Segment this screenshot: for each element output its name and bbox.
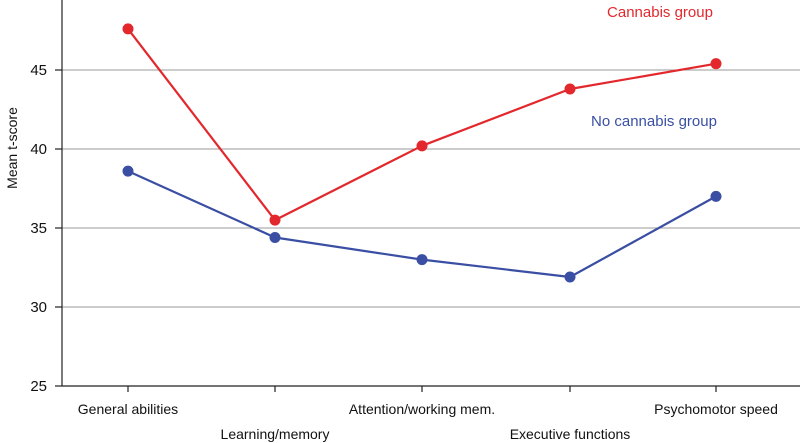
y-tick-label-40: 40 <box>30 141 47 158</box>
x-tick-label-3: Executive functions <box>510 426 631 442</box>
y-tick-label-45: 45 <box>30 62 47 79</box>
data-point-s1-0 <box>122 165 134 177</box>
y-axis-label: Mean t-score <box>4 107 20 189</box>
grid-lines <box>62 69 800 308</box>
x-tick-label-2: Attention/working mem. <box>349 401 495 417</box>
data-point-s0-0 <box>122 23 134 35</box>
x-tick-label-1: Learning/memory <box>221 426 330 442</box>
data-point-s1-3 <box>564 271 576 283</box>
series-label-no-cannabis-group: No cannabis group <box>591 113 717 130</box>
axes <box>61 0 800 387</box>
y-tick-label-30: 30 <box>30 299 47 316</box>
data-point-s1-1 <box>269 231 281 243</box>
data-point-s0-3 <box>564 83 576 95</box>
x-tick-label-4: Psychomotor speed <box>654 401 778 417</box>
x-tick-label-0: General abilities <box>78 401 178 417</box>
y-ticks: 25 30 35 40 45 <box>30 62 62 395</box>
x-ticks: General abilities Learning/memory Attentio… <box>78 386 778 442</box>
data-point-s1-4 <box>710 190 722 202</box>
data-point-s0-1 <box>269 214 281 226</box>
data-point-s1-2 <box>416 254 428 266</box>
series-label-cannabis-group: Cannabis group <box>607 4 713 21</box>
y-tick-label-25: 25 <box>30 378 47 395</box>
series-group <box>122 23 722 283</box>
y-tick-label-35: 35 <box>30 220 47 237</box>
data-point-s0-4 <box>710 58 722 70</box>
data-point-s0-2 <box>416 140 428 152</box>
